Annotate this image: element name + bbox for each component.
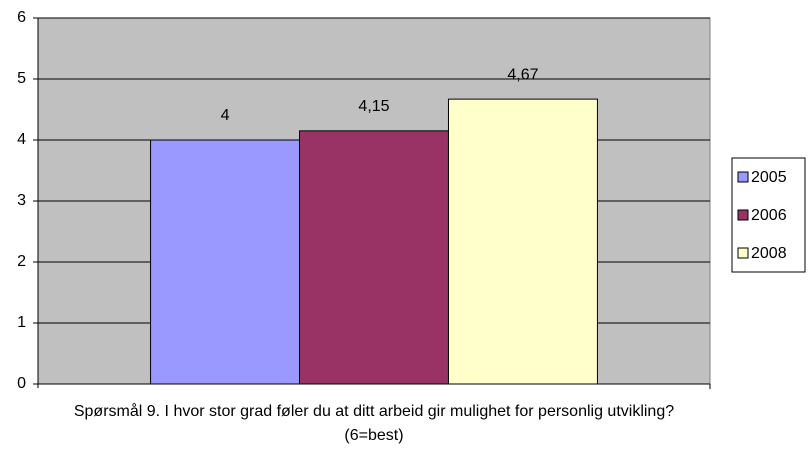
y-tick-label: 0 bbox=[17, 375, 26, 392]
y-tick-label: 3 bbox=[17, 192, 26, 209]
legend-swatch bbox=[737, 171, 749, 183]
legend-label: 2008 bbox=[751, 245, 787, 262]
data-label: 4 bbox=[221, 107, 230, 124]
data-label: 4,67 bbox=[507, 66, 538, 83]
chart: 0 1 2 3 4 5 6 4 4,15 4,67 2005 2006 2008 bbox=[17, 9, 806, 392]
x-axis-label: Spørsmål 9. I hvor stor grad føler du at… bbox=[73, 403, 675, 444]
y-tick-label: 5 bbox=[17, 70, 26, 87]
y-tick-label: 6 bbox=[17, 9, 26, 26]
data-label: 4,15 bbox=[358, 98, 389, 115]
bar bbox=[299, 130, 449, 385]
bar bbox=[447, 98, 598, 385]
y-tick-label: 2 bbox=[17, 253, 26, 270]
legend-label: 2005 bbox=[751, 169, 787, 186]
y-tick-label: 4 bbox=[17, 131, 26, 148]
legend-swatch bbox=[737, 247, 749, 259]
legend-swatch bbox=[737, 209, 749, 221]
y-tick-label: 1 bbox=[17, 314, 26, 331]
bar bbox=[150, 139, 301, 385]
legend-label: 2006 bbox=[751, 207, 787, 224]
